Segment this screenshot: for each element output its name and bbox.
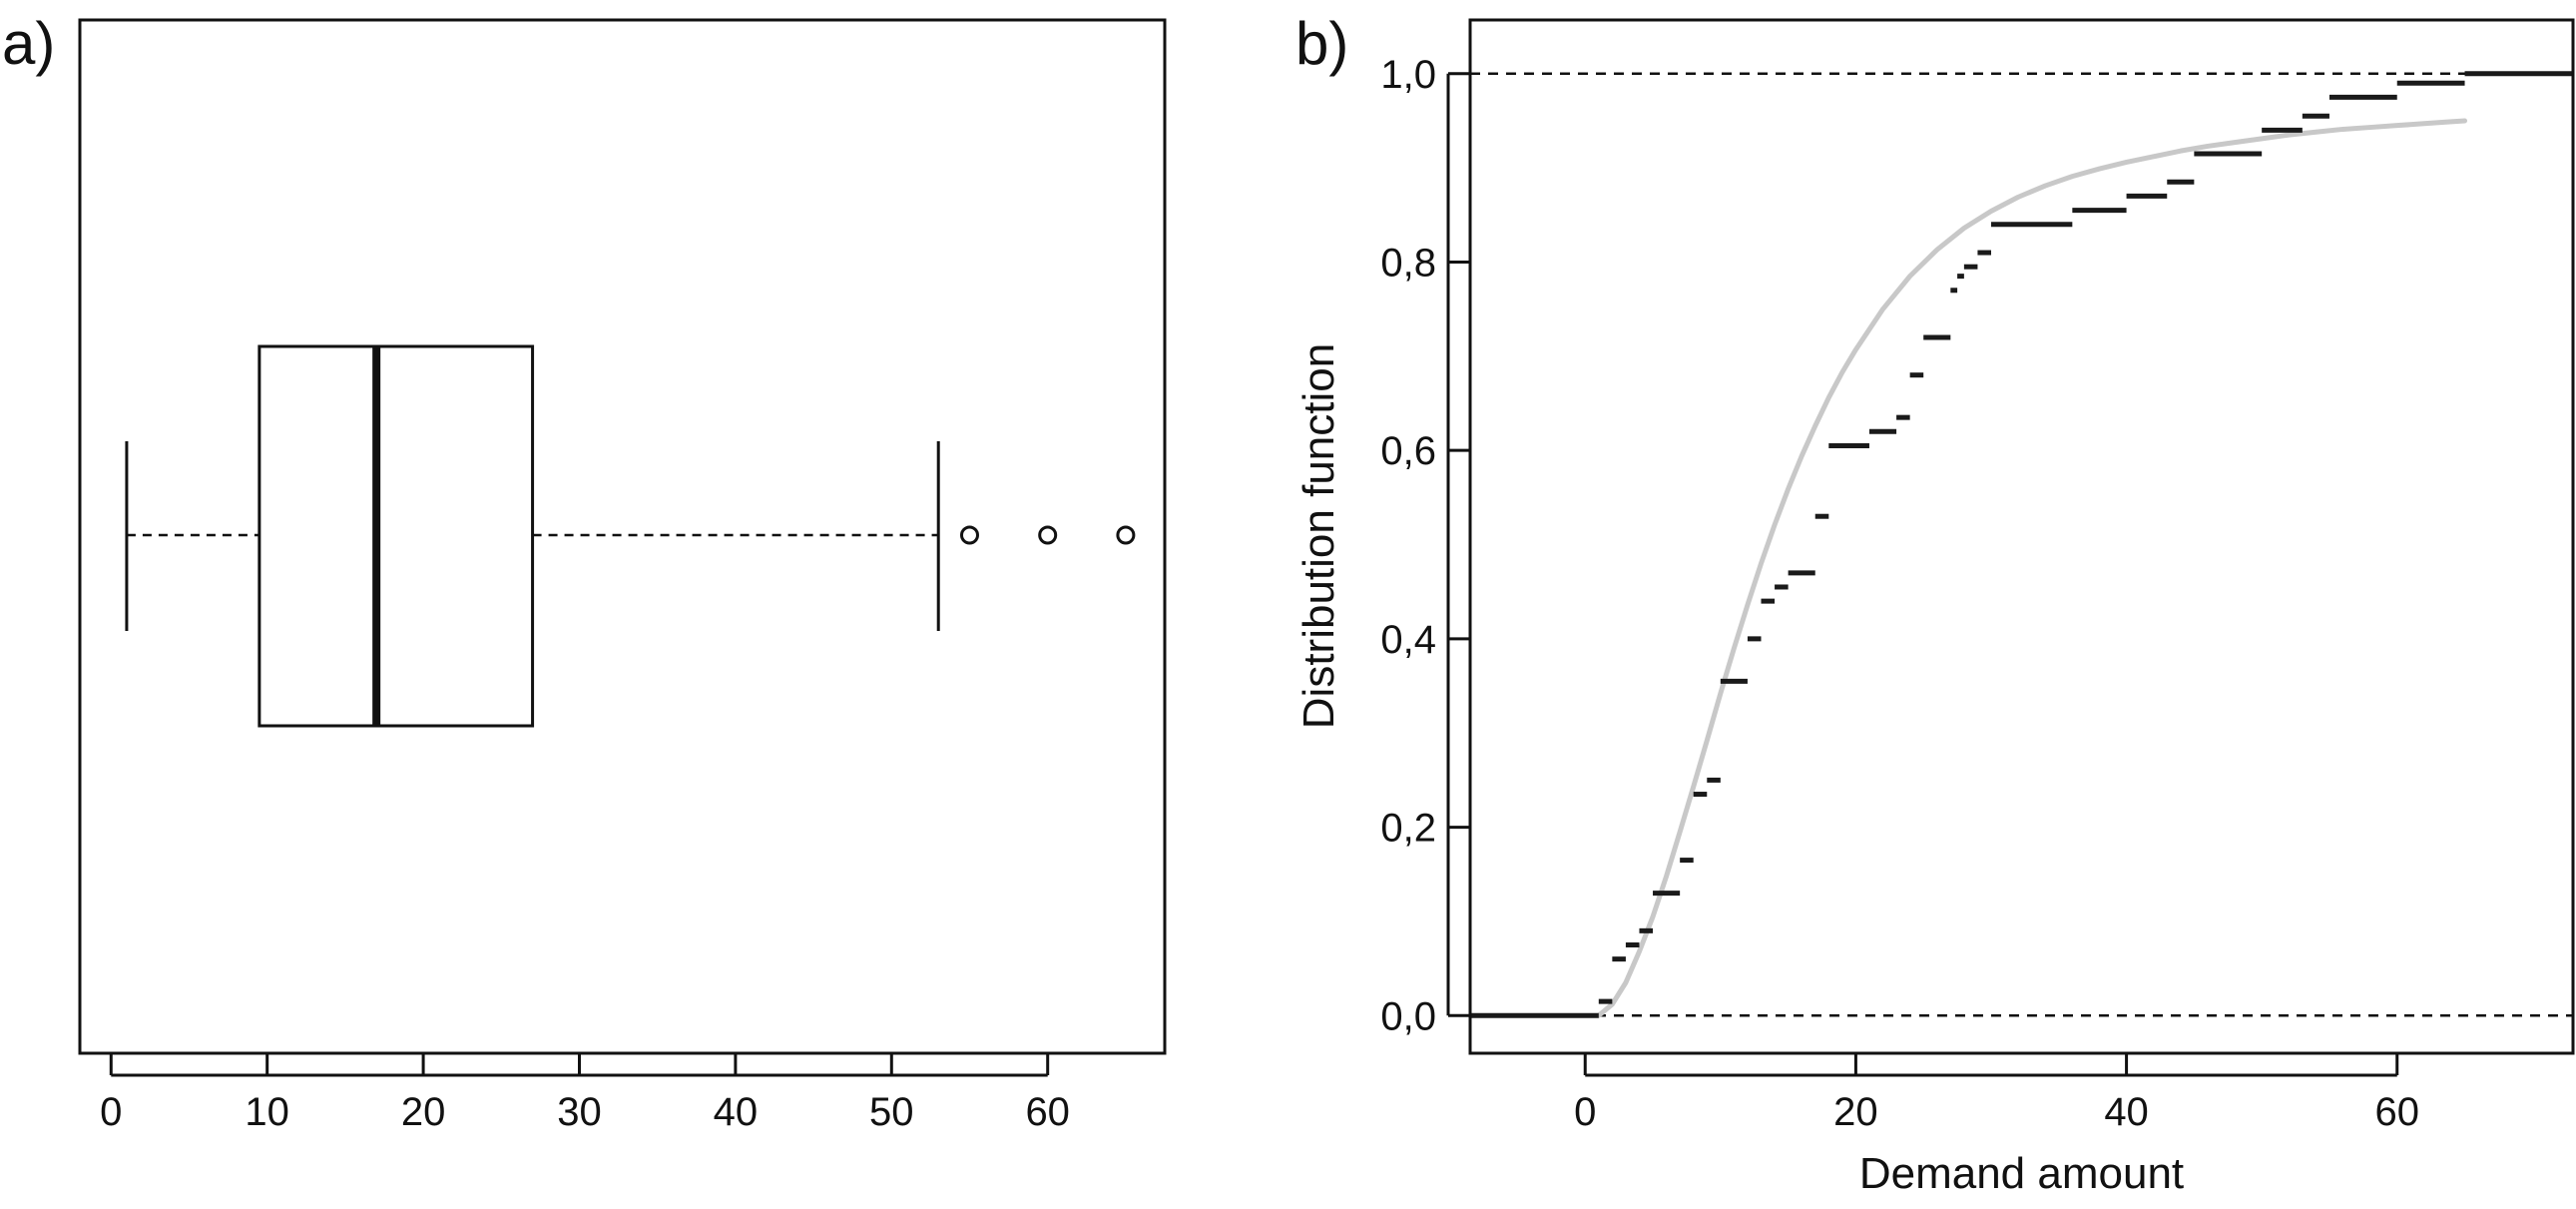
plot-frame xyxy=(78,18,1167,1055)
y-axis-title: Distribution function xyxy=(1294,343,1343,729)
y-tick-label: 0,6 xyxy=(1380,429,1436,473)
interquartile-box xyxy=(258,344,535,728)
y-tick-label: 1,0 xyxy=(1380,53,1436,97)
x-axis: 0 10 20 30 40 50 60 xyxy=(100,1053,1070,1134)
x-tick-label: 30 xyxy=(557,1090,602,1134)
x-axis: 0 20 40 60 xyxy=(1574,1053,2419,1134)
fitted-cdf-line xyxy=(1596,118,2468,1018)
outlier-point xyxy=(1038,525,1058,545)
x-tick-label: 10 xyxy=(245,1090,289,1134)
plot-frame xyxy=(1468,18,2575,1055)
x-tick-label: 60 xyxy=(1025,1090,1070,1134)
x-tick-label: 40 xyxy=(714,1090,759,1134)
distribution-panel: 0 20 40 60 0,0 0,2 0,4 0,6 0,8 1,0 Demand amount Di… xyxy=(1294,18,2575,1198)
boxplot-panel: 0 10 20 30 40 50 60 xyxy=(78,18,1167,1134)
outlier-point xyxy=(1116,525,1136,545)
y-tick-label: 0,0 xyxy=(1380,994,1436,1038)
x-axis-title: Demand amount xyxy=(1859,1149,2184,1198)
x-tick-label: 0 xyxy=(100,1090,122,1134)
panel-b-label: b) xyxy=(1295,10,1349,77)
x-tick-label: 40 xyxy=(2104,1090,2149,1134)
y-axis: 0,0 0,2 0,4 0,6 0,8 1,0 xyxy=(1380,53,1470,1038)
x-tick-label: 60 xyxy=(2374,1090,2419,1134)
panel-a-label: a) xyxy=(2,10,56,77)
x-tick-label: 20 xyxy=(1833,1090,1878,1134)
ecdf-series xyxy=(1470,71,2573,1018)
y-tick-label: 0,8 xyxy=(1380,241,1436,285)
outlier-point xyxy=(959,525,979,545)
y-tick-label: 0,2 xyxy=(1380,807,1436,851)
y-tick-label: 0,4 xyxy=(1380,618,1436,662)
x-tick-label: 50 xyxy=(869,1090,914,1134)
x-tick-label: 20 xyxy=(401,1090,446,1134)
x-tick-label: 0 xyxy=(1574,1090,1596,1134)
